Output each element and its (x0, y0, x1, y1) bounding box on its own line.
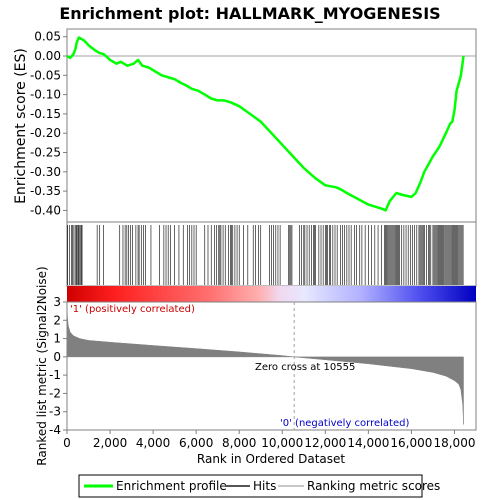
metric-y-axis-title: Ranked list metric (Signal2Noise) (35, 266, 49, 465)
x-tick-label: 14,000 (347, 436, 389, 450)
metric-area-group (66, 301, 464, 425)
es-y-axis-title: Enrichment score (ES) (13, 48, 29, 204)
metric-y-tick-label: 3 (53, 295, 61, 309)
x-tick-label: 16,000 (390, 436, 432, 450)
x-tick-label: 8,000 (222, 436, 256, 450)
positive-correlation-label: '1' (positively correlated) (70, 304, 195, 315)
legend-ranking-label: Ranking metric scores (307, 479, 440, 493)
metric-y-tick-label: 1 (53, 332, 61, 346)
es-y-tick-label: -0.40 (30, 203, 61, 217)
rank-colorbar (67, 286, 476, 302)
es-y-tick-label: 0.00 (34, 49, 61, 63)
enrichment-profile-line (66, 36, 465, 212)
chart-title: Enrichment plot: HALLMARK_MYOGENESIS (59, 4, 440, 23)
metric-y-tick-label: -1 (49, 368, 61, 382)
es-y-tick-label: -0.15 (30, 107, 61, 121)
es-y-tick-label: -0.20 (30, 126, 61, 140)
es-y-tick-label: -0.35 (30, 184, 61, 198)
metric-y-tick-label: 2 (53, 313, 61, 327)
es-y-tick-label: -0.25 (30, 146, 61, 160)
metric-y-tick-label: -3 (49, 405, 61, 419)
metric-y-tick-label: 0 (53, 350, 61, 364)
hits-group (67, 225, 464, 285)
x-axis: 0 2,000 4,000 6,000 8,000 10,000 12,000 14,000 1… (63, 430, 475, 450)
metric-y-tick-label: -4 (49, 423, 61, 437)
legend: Enrichment profile Hits Ranking metric s… (78, 474, 440, 498)
x-axis-title: Rank in Ordered Dataset (197, 452, 345, 466)
x-tick-label: 2,000 (93, 436, 127, 450)
es-y-axis: 0.05 0.00 -0.05 -0.10 -0.15 -0.20 -0.25 -0.30 -0… (30, 30, 67, 217)
x-tick-label: 12,000 (304, 436, 346, 450)
metric-y-axis: 3 2 1 0 -1 -2 -3 -4 (49, 295, 67, 437)
x-tick-label: 18,000 (433, 436, 475, 450)
es-y-tick-label: -0.10 (30, 88, 61, 102)
es-y-tick-label: -0.30 (30, 165, 61, 179)
ranking-metric-area (66, 301, 464, 425)
x-tick-label: 4,000 (136, 436, 170, 450)
es-line-group (66, 36, 465, 212)
x-tick-label: 6,000 (179, 436, 213, 450)
legend-box (78, 474, 423, 498)
x-tick-label: 0 (63, 436, 71, 450)
x-tick-label: 10,000 (261, 436, 303, 450)
metric-y-tick-label: -2 (49, 386, 61, 400)
negative-correlation-label: '0' (negatively correlated) (280, 418, 409, 429)
es-y-tick-label: 0.05 (34, 30, 61, 44)
es-y-tick-label: -0.05 (30, 68, 61, 82)
legend-hits-label: Hits (253, 479, 276, 493)
zero-cross-label: Zero cross at 10555 (255, 362, 355, 373)
legend-enrichment-label: Enrichment profile (116, 479, 227, 493)
